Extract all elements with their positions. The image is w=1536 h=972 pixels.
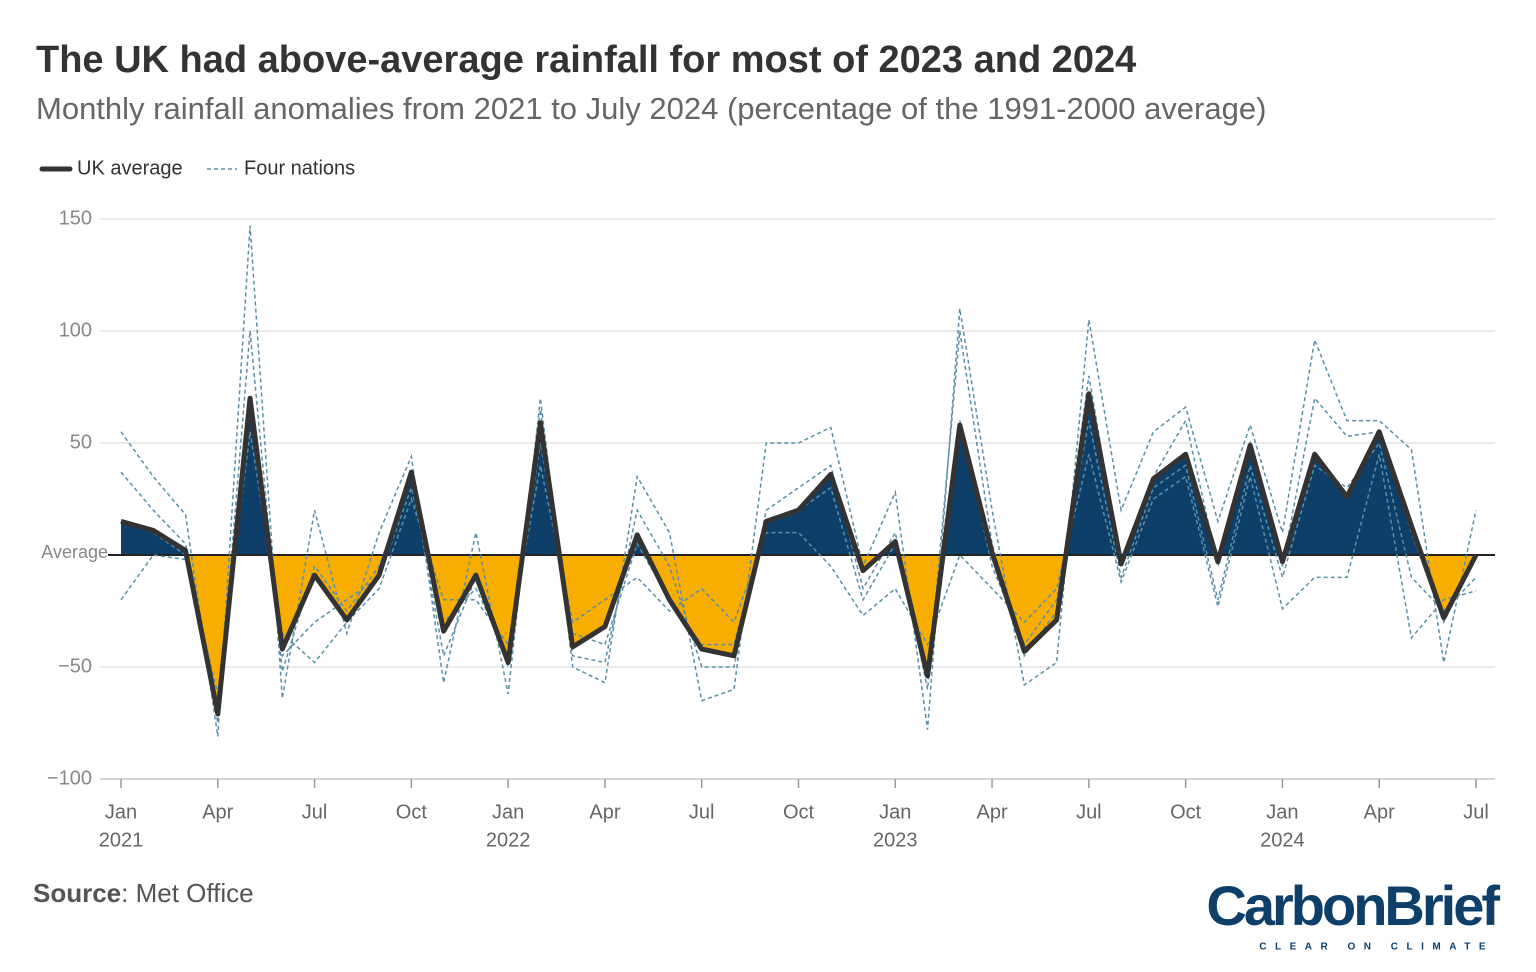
- chart-title: The UK had above-average rainfall for mo…: [36, 39, 1136, 81]
- y-tick-label: 100: [59, 319, 92, 341]
- x-tick-label: Oct: [1170, 801, 1202, 823]
- logo: CarbonBrief: [1206, 874, 1500, 937]
- legend-label: Four nations: [244, 157, 355, 179]
- x-tick-label: Apr: [202, 801, 233, 823]
- x-tick-label: Jul: [1463, 801, 1489, 823]
- x-tick-year: 2021: [99, 829, 144, 851]
- x-tick-label: Jan: [1266, 801, 1298, 823]
- chart-subtitle: Monthly rainfall anomalies from 2021 to …: [36, 91, 1266, 126]
- x-tick-year: 2024: [1260, 829, 1305, 851]
- area-below: [121, 555, 1476, 715]
- area-above: [121, 393, 1476, 555]
- x-tick-label: Jan: [105, 801, 137, 823]
- plot-area: −100 −50 Average 50 100 150 Jan 2021 Apr Jul Oct Ja…: [41, 207, 1495, 851]
- x-tick-label: Apr: [589, 801, 620, 823]
- y-tick-label: Average: [41, 542, 108, 562]
- x-tick-label: Jul: [1076, 801, 1102, 823]
- x-tick-label: Oct: [396, 801, 428, 823]
- nation-line: [120, 398, 1477, 708]
- y-tick-label: 50: [70, 431, 92, 453]
- legend-label: UK average: [77, 157, 183, 179]
- x-tick-label: Jul: [302, 801, 328, 823]
- nation-line: [120, 225, 1477, 737]
- x-tick-label: Jan: [492, 801, 524, 823]
- y-tick-label: −100: [47, 767, 92, 789]
- logo-tagline: CLEAR ON CLIMATE: [1259, 942, 1494, 953]
- x-tick-label: Apr: [1364, 801, 1395, 823]
- uk-line: [120, 391, 1479, 717]
- source-label: Source: [33, 878, 121, 908]
- y-tick-label: 150: [59, 207, 92, 229]
- legend: UK average Four nations: [39, 157, 355, 179]
- x-tick-year: 2023: [873, 829, 918, 851]
- x-tick-label: Apr: [977, 801, 1008, 823]
- x-tick-label: Oct: [783, 801, 815, 823]
- y-tick-label: −50: [58, 655, 92, 677]
- x-tick-label: Jul: [689, 801, 715, 823]
- x-tick-year: 2022: [486, 829, 531, 851]
- source: Source: Met Office: [33, 878, 254, 908]
- x-tick-label: Jan: [879, 801, 911, 823]
- source-text: : Met Office: [121, 878, 253, 908]
